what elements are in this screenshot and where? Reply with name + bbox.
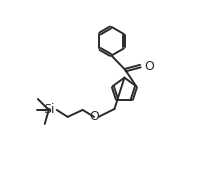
Text: O: O	[90, 110, 100, 123]
Text: O: O	[144, 60, 154, 73]
Text: Si: Si	[43, 103, 55, 116]
